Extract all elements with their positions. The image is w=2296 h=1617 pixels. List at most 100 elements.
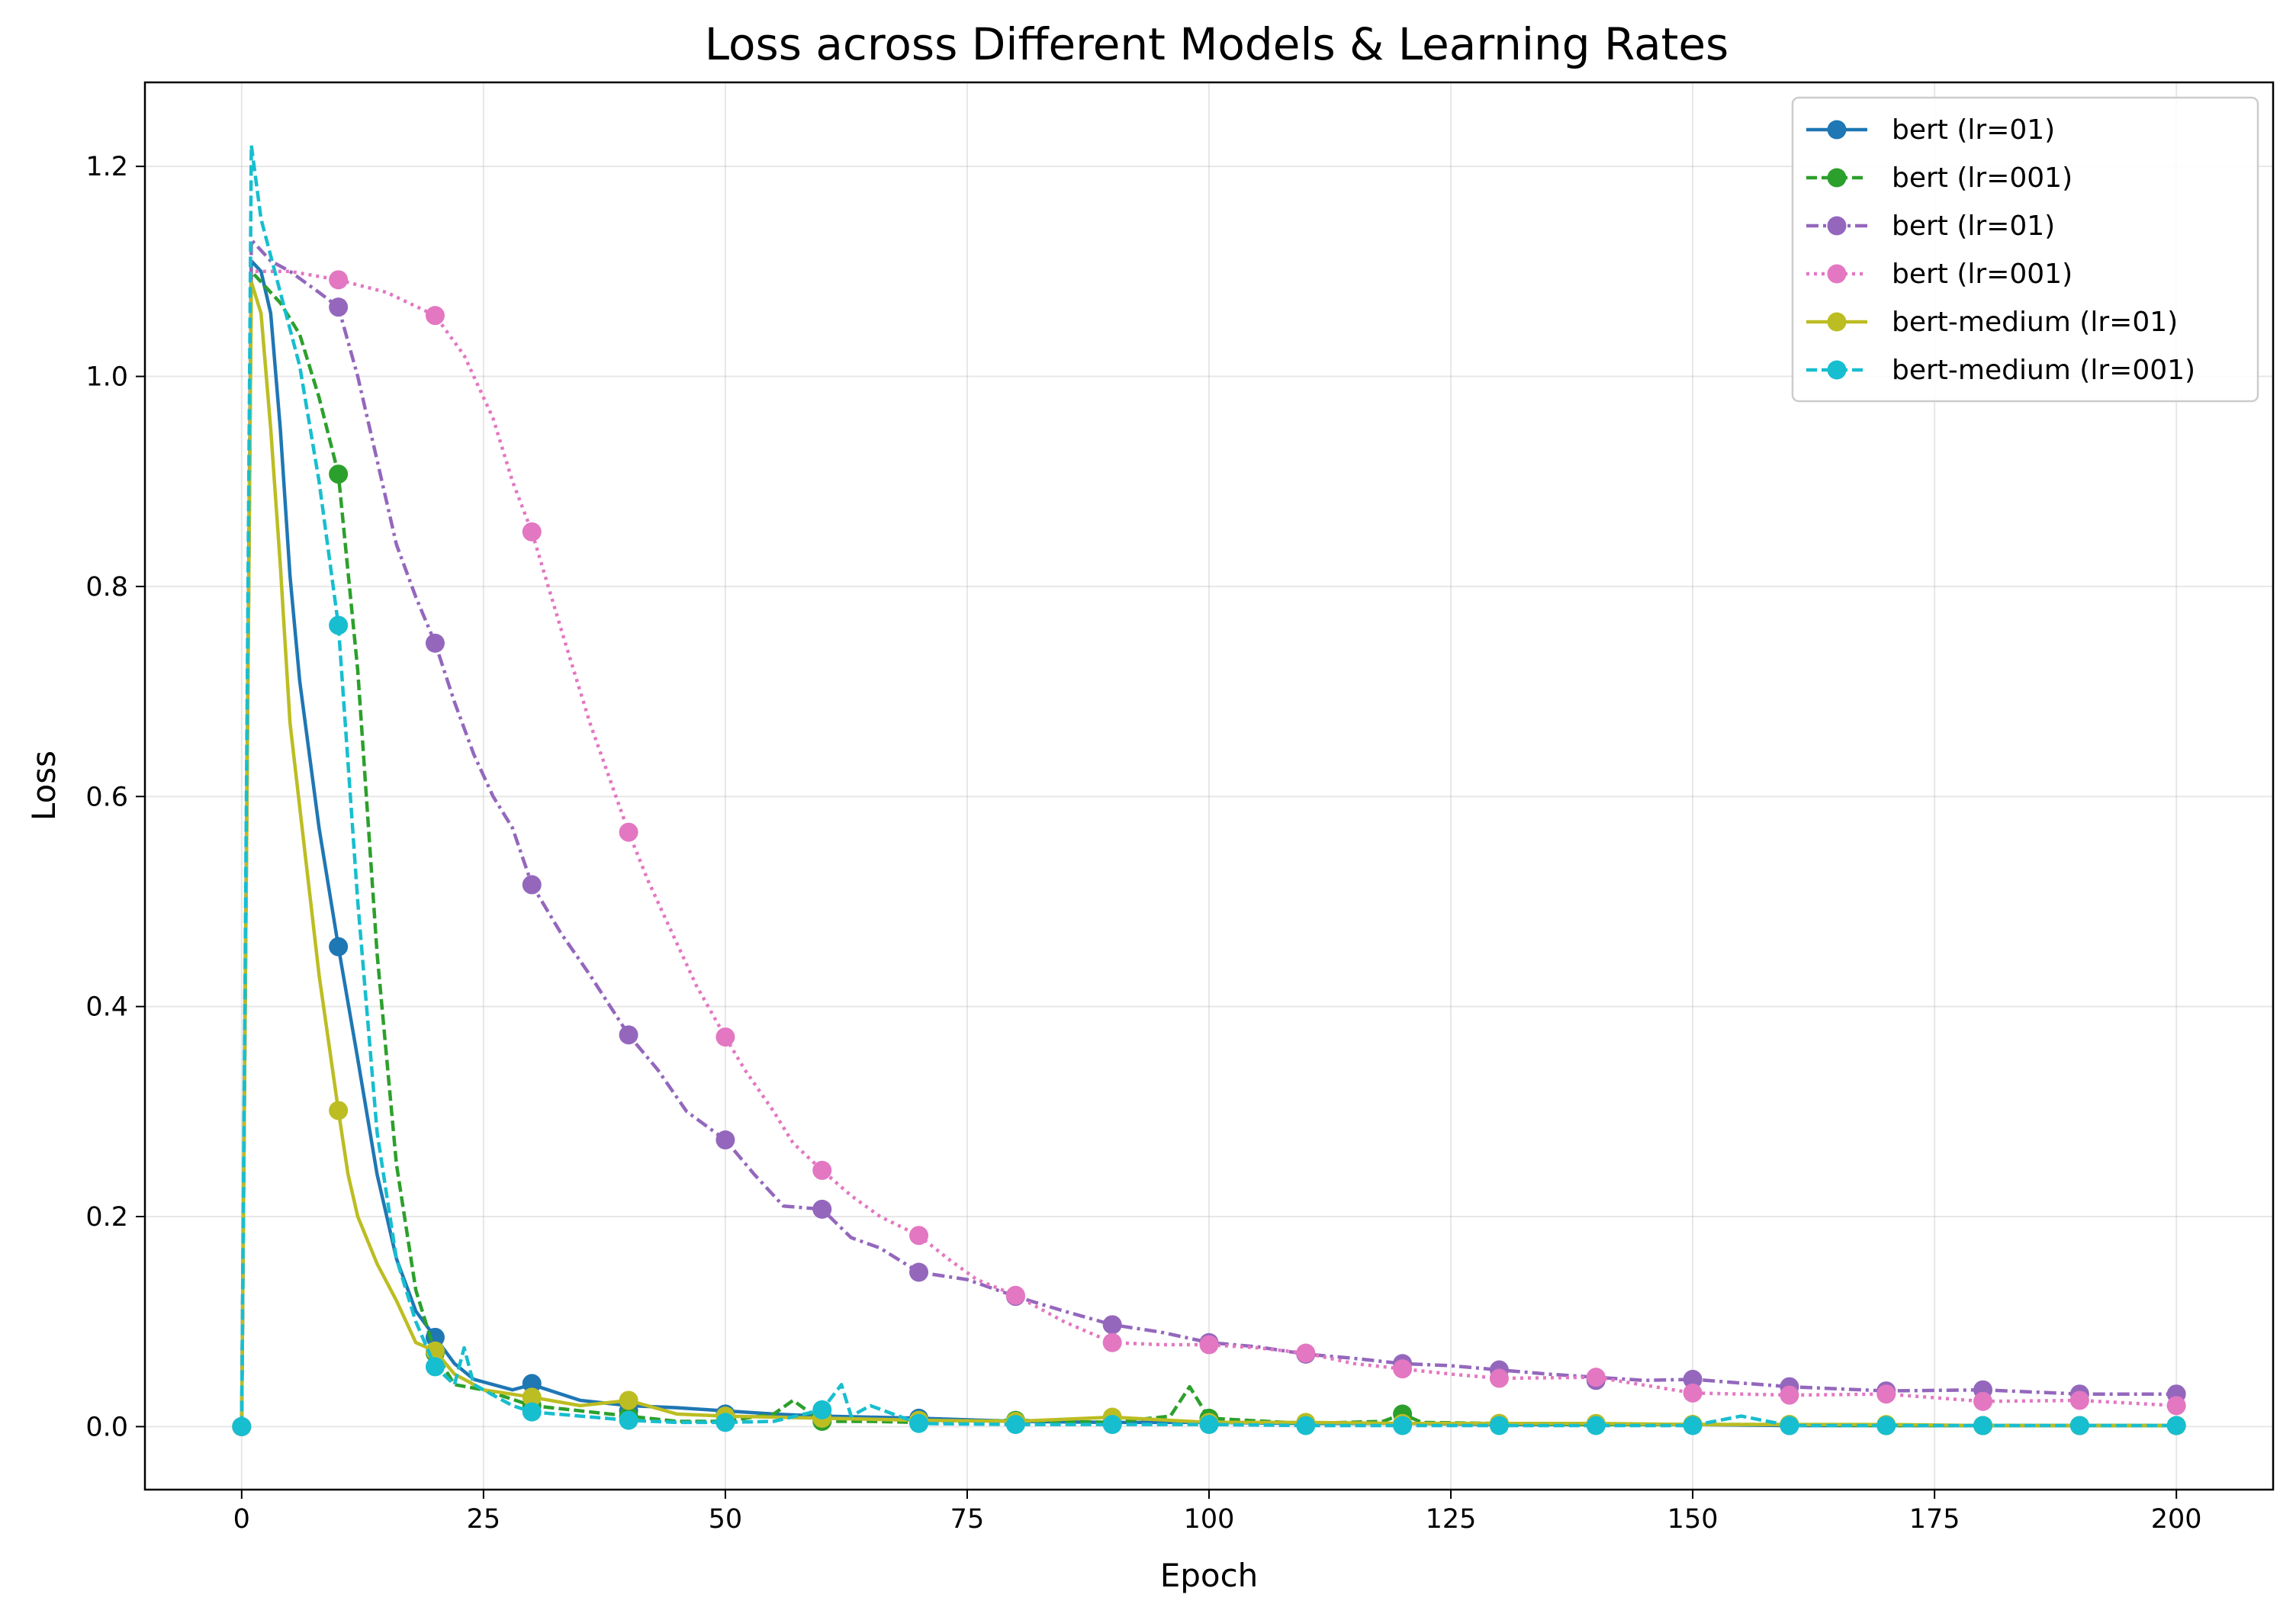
legend-label: bert (lr=001) <box>1892 162 2073 194</box>
data-point <box>522 1402 542 1422</box>
legend-marker <box>1827 312 1847 332</box>
x-tick-label: 125 <box>1426 1504 1477 1535</box>
data-point <box>715 1130 735 1150</box>
legend-marker <box>1827 168 1847 188</box>
data-point <box>1780 1416 1799 1435</box>
x-tick-label: 25 <box>467 1504 501 1535</box>
legend-label: bert-medium (lr=001) <box>1892 355 2195 386</box>
data-point <box>1973 1391 1993 1411</box>
legend-item: bert (lr=01) <box>1806 114 2055 146</box>
data-point <box>2166 1416 2186 1435</box>
data-point <box>425 633 445 653</box>
x-axis-label: Epoch <box>1160 1557 1259 1594</box>
data-point <box>1296 1416 1316 1435</box>
legend-item: bert-medium (lr=001) <box>1806 355 2195 386</box>
data-point <box>329 297 349 317</box>
data-point <box>1393 1359 1413 1379</box>
series-6 <box>232 143 2186 1436</box>
data-point <box>619 822 638 842</box>
data-point <box>329 465 349 484</box>
data-point <box>1005 1415 1025 1435</box>
data-point <box>909 1413 929 1433</box>
legend-item: bert-medium (lr=01) <box>1806 307 2178 338</box>
data-point <box>909 1226 929 1246</box>
y-tick-label: 0.6 <box>85 782 128 812</box>
legend-item: bert (lr=001) <box>1806 259 2073 290</box>
legend-marker <box>1827 264 1847 284</box>
data-point <box>1586 1368 1606 1387</box>
y-axis-label: Loss <box>25 751 63 821</box>
y-tick-label: 0.4 <box>85 992 128 1023</box>
data-point <box>522 1387 542 1407</box>
data-point <box>715 1027 735 1047</box>
data-point <box>1102 1332 1122 1352</box>
data-point <box>425 306 445 326</box>
y-tick-label: 1.0 <box>85 362 128 393</box>
chart-title: Loss across Different Models & Learning … <box>705 18 1729 70</box>
legend-label: bert (lr=001) <box>1892 259 2073 290</box>
data-point <box>1683 1369 1703 1389</box>
x-tick-label: 75 <box>950 1504 985 1535</box>
data-point <box>812 1199 832 1219</box>
x-tick-label: 150 <box>1667 1504 1719 1535</box>
data-point <box>2069 1416 2089 1435</box>
data-point <box>1683 1416 1703 1435</box>
data-point <box>1393 1416 1413 1435</box>
y-tick-label: 0.8 <box>85 572 128 603</box>
data-point <box>619 1390 638 1410</box>
data-point <box>812 1400 832 1419</box>
data-point <box>1296 1343 1316 1363</box>
x-tick-label: 200 <box>2151 1504 2202 1535</box>
data-point <box>329 616 349 635</box>
x-tick-label: 50 <box>709 1504 743 1535</box>
tick-layer: 0 25 50 75 100 125 150 175 200 0.0 0.2 0.4 0.6 0.8 1.0… <box>85 152 2201 1535</box>
data-point <box>329 270 349 290</box>
y-tick-label: 0.2 <box>85 1202 128 1233</box>
data-point <box>1005 1285 1025 1305</box>
data-point <box>909 1262 929 1282</box>
x-tick-label: 175 <box>1909 1504 1960 1535</box>
data-point <box>1102 1315 1122 1335</box>
x-tick-label: 0 <box>233 1504 250 1535</box>
data-point <box>522 522 542 542</box>
data-point <box>329 1101 349 1120</box>
data-point <box>232 1416 252 1436</box>
y-tick-label: 0.0 <box>85 1412 128 1442</box>
data-point <box>1102 1415 1122 1435</box>
legend-label: bert (lr=01) <box>1892 211 2055 242</box>
data-point <box>2069 1390 2089 1410</box>
legend-marker <box>1827 360 1847 380</box>
series-4 <box>232 269 2186 1436</box>
legend-label: bert-medium (lr=01) <box>1892 307 2178 338</box>
data-point <box>1489 1368 1509 1388</box>
data-point <box>1973 1416 1993 1435</box>
legend-marker <box>1827 120 1847 140</box>
data-point <box>2166 1396 2186 1416</box>
data-point <box>522 1374 542 1394</box>
series-line <box>240 238 2177 1427</box>
x-tick-label: 100 <box>1184 1504 1235 1535</box>
legend-label: bert (lr=01) <box>1892 114 2055 146</box>
data-point <box>1199 1415 1219 1435</box>
legend-marker <box>1827 216 1847 236</box>
legend-item: bert (lr=01) <box>1806 211 2055 242</box>
data-point <box>1683 1383 1703 1403</box>
data-point <box>1489 1416 1509 1435</box>
series-line <box>240 143 2177 1428</box>
data-point <box>812 1160 832 1180</box>
data-point <box>1199 1335 1219 1355</box>
data-point <box>619 1410 638 1430</box>
data-point <box>522 875 542 895</box>
legend-box <box>1791 96 2259 403</box>
legend-item: bert (lr=001) <box>1806 162 2073 194</box>
legend: bert (lr=01) bert (lr=001) bert (lr=01) ber… <box>1791 96 2259 403</box>
data-point <box>1876 1416 1896 1435</box>
data-point <box>329 937 349 956</box>
data-point <box>619 1025 638 1045</box>
data-point <box>1586 1416 1606 1435</box>
data-point <box>1876 1384 1896 1404</box>
series-layer <box>232 143 2186 1436</box>
data-point <box>425 1357 445 1377</box>
data-point <box>1780 1385 1799 1405</box>
